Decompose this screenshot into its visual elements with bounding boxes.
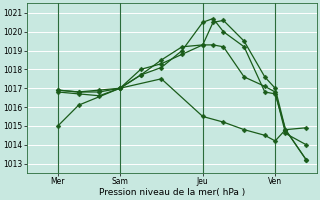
- X-axis label: Pression niveau de la mer( hPa ): Pression niveau de la mer( hPa ): [99, 188, 245, 197]
